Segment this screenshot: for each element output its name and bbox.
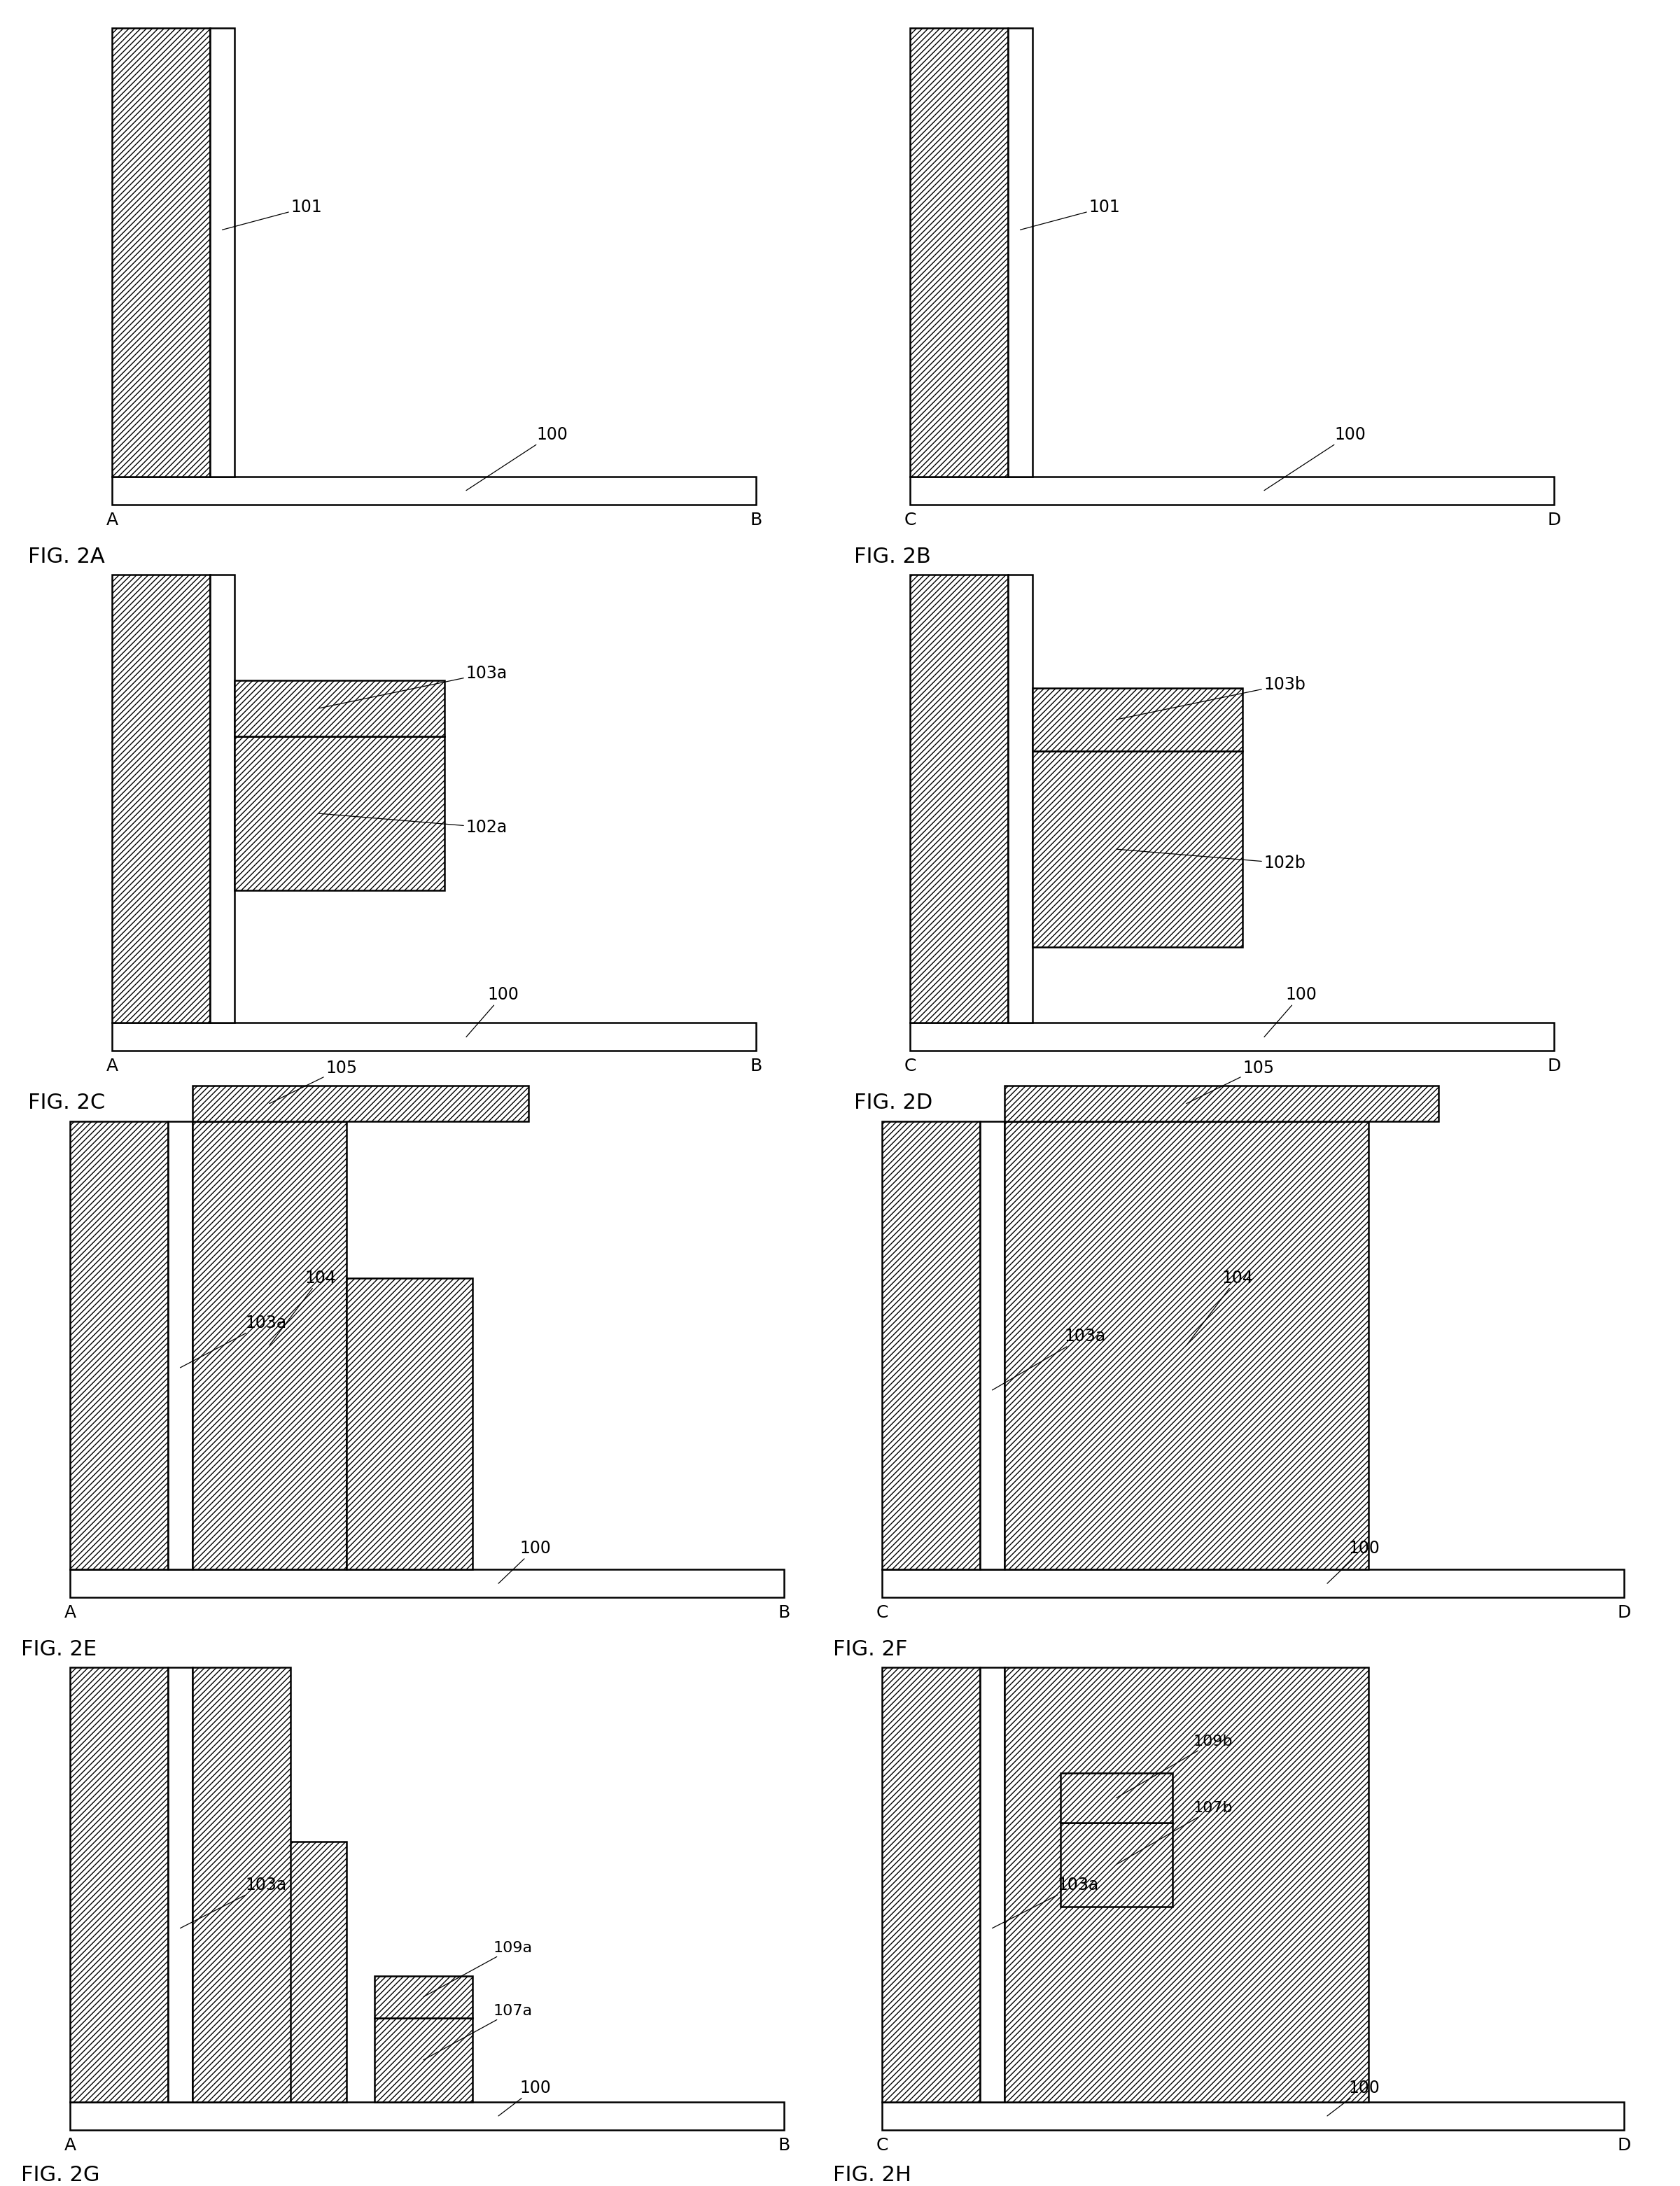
Bar [1005,1086,1438,1121]
Text: FIG. 2G: FIG. 2G [20,2164,99,2186]
Bar [71,1570,785,1598]
Bar [911,1023,1554,1051]
Bar [882,1121,979,1570]
Bar [1033,689,1243,752]
Text: D: D [1618,2138,1631,2153]
Bar [235,737,445,890]
Text: A: A [64,1605,76,1622]
Bar [911,477,1554,505]
Text: FIG. 2B: FIG. 2B [853,546,931,566]
Text: C: C [875,2138,889,2153]
Text: 100: 100 [499,1539,551,1583]
Text: 103a: 103a [993,1876,1099,1928]
Bar [113,1023,756,1051]
Text: FIG. 2H: FIG. 2H [833,2164,911,2186]
Text: 100: 100 [467,426,568,490]
Text: 105: 105 [269,1060,358,1104]
Text: 103a: 103a [319,665,507,708]
Text: 109b: 109b [1117,1736,1233,1797]
Text: D: D [1547,1058,1561,1076]
Bar [113,28,210,477]
Text: 101: 101 [222,199,323,230]
Bar [210,575,235,1023]
Text: 100: 100 [1265,986,1317,1036]
Bar [113,575,210,1023]
Text: 103a: 103a [180,1314,287,1368]
Text: 100: 100 [1327,2079,1379,2116]
Text: A: A [64,2138,76,2153]
Bar [71,2103,785,2129]
Text: 100: 100 [1265,426,1366,490]
Bar [1008,28,1033,477]
Bar [882,1570,1625,1598]
Text: 107b: 107b [1117,1801,1233,1865]
Text: 103a: 103a [993,1327,1105,1390]
Text: 101: 101 [1020,199,1121,230]
Text: 100: 100 [499,2079,551,2116]
Text: B: B [778,2138,790,2153]
Text: 102b: 102b [1117,848,1305,872]
Bar [375,2018,472,2103]
Text: C: C [904,512,916,529]
Bar [168,1668,193,2103]
Text: D: D [1618,1605,1631,1622]
Text: B: B [778,1605,790,1622]
Bar [71,1121,168,1570]
Text: 103a: 103a [180,1876,287,1928]
Bar [1005,1668,1369,2103]
Text: FIG. 2A: FIG. 2A [29,546,104,566]
Text: 104: 104 [269,1270,336,1344]
Text: 102a: 102a [319,813,507,835]
Text: FIG. 2C: FIG. 2C [29,1093,106,1113]
Text: A: A [106,1058,118,1076]
Text: A: A [106,512,118,529]
Text: FIG. 2F: FIG. 2F [833,1640,907,1659]
Text: B: B [749,512,763,529]
Bar [375,1976,472,2018]
Bar [113,477,756,505]
Bar [193,1668,291,2103]
Bar [882,1668,979,2103]
Bar [1060,1823,1173,1906]
Text: 105: 105 [1186,1060,1273,1104]
Bar [210,28,235,477]
Bar [346,1279,472,1570]
Bar [168,1121,193,1570]
Bar [235,680,445,737]
Bar [193,1086,529,1121]
Text: FIG. 2E: FIG. 2E [20,1640,97,1659]
Text: C: C [875,1605,889,1622]
Text: B: B [749,1058,763,1076]
Bar [979,1668,1005,2103]
Bar [1005,1121,1369,1570]
Text: 100: 100 [1327,1539,1379,1583]
Bar [193,1121,346,1570]
Text: FIG. 2D: FIG. 2D [853,1093,932,1113]
Text: 107a: 107a [423,2005,533,2059]
Bar [1033,752,1243,947]
Bar [911,575,1008,1023]
Text: 100: 100 [467,986,519,1036]
Text: 103b: 103b [1117,675,1305,719]
Text: D: D [1547,512,1561,529]
Bar [979,1121,1005,1570]
Bar [911,28,1008,477]
Text: 109a: 109a [423,1941,533,1996]
Text: 104: 104 [1186,1270,1253,1344]
Bar [1008,575,1033,1023]
Bar [71,1668,168,2103]
Bar [882,2103,1625,2129]
Bar [193,1841,346,2103]
Bar [1060,1773,1173,1823]
Text: C: C [904,1058,916,1076]
